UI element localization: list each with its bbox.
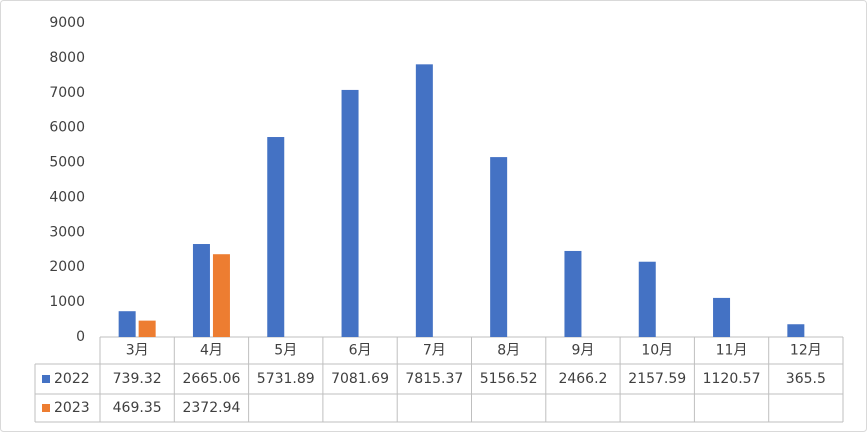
bar <box>138 320 156 337</box>
y-tick-label: 6000 <box>49 120 85 136</box>
x-tick-label: 8月 <box>497 343 520 359</box>
y-tick-label: 5000 <box>49 155 85 171</box>
table-value: 2157.59 <box>628 371 686 387</box>
x-tick-label: 6月 <box>349 343 372 359</box>
y-tick-label: 8000 <box>49 50 85 66</box>
x-tick-label: 4月 <box>200 343 223 359</box>
table-value: 1120.57 <box>703 371 761 387</box>
x-tick-label: 9月 <box>571 343 594 359</box>
table-value: 365.5 <box>786 371 826 387</box>
y-tick-label: 7000 <box>49 85 85 101</box>
bar <box>415 64 433 338</box>
bar <box>341 89 359 337</box>
y-tick-label: 0 <box>76 329 85 345</box>
bar <box>118 311 136 337</box>
bar <box>192 244 210 337</box>
table-value: 2466.2 <box>558 371 607 387</box>
y-tick-label: 1000 <box>49 294 85 310</box>
legend-label: 2022 <box>54 371 90 387</box>
bar <box>490 157 508 337</box>
table-value: 2372.94 <box>182 400 240 416</box>
bar <box>267 137 285 337</box>
x-tick-label: 11月 <box>716 343 748 359</box>
table-value: 5731.89 <box>257 371 315 387</box>
legend-swatch <box>42 375 50 383</box>
y-tick-label: 3000 <box>49 224 85 240</box>
table-value: 5156.52 <box>480 371 538 387</box>
table-value: 7081.69 <box>331 371 389 387</box>
y-tick-label: 4000 <box>49 189 85 205</box>
table-value: 2665.06 <box>182 371 240 387</box>
x-tick-label: 7月 <box>423 343 446 359</box>
bar <box>638 261 656 337</box>
bar <box>212 254 230 337</box>
y-tick-label: 2000 <box>49 259 85 275</box>
x-tick-label: 5月 <box>274 343 297 359</box>
table-value: 469.35 <box>113 400 162 416</box>
bar <box>787 324 805 337</box>
y-tick-label: 9000 <box>49 15 85 31</box>
table-value: 7815.37 <box>405 371 463 387</box>
bar <box>713 297 731 337</box>
table-value: 739.32 <box>113 371 162 387</box>
bar <box>564 250 582 337</box>
x-tick-label: 10月 <box>641 343 673 359</box>
legend-label: 2023 <box>54 400 90 416</box>
legend-swatch <box>42 404 50 412</box>
x-tick-label: 3月 <box>126 343 149 359</box>
x-tick-label: 12月 <box>790 343 822 359</box>
